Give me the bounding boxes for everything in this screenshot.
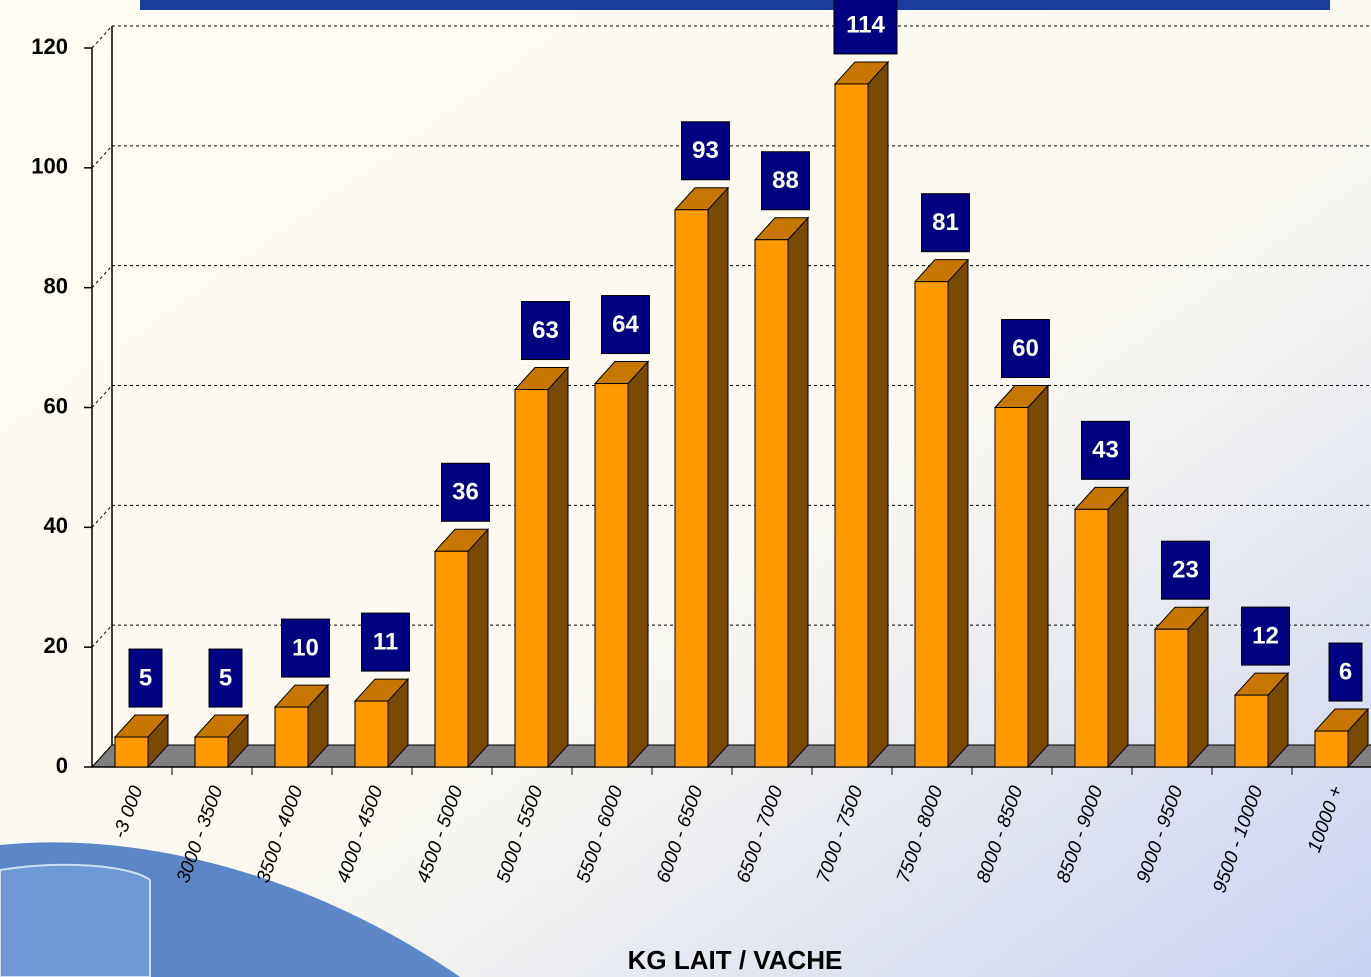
bar <box>1154 628 1189 768</box>
bar <box>1314 730 1349 768</box>
value-label: 5 <box>139 664 152 691</box>
y-tick-label: 40 <box>44 513 68 538</box>
value-label: 12 <box>1252 622 1279 649</box>
value-label: 23 <box>1172 557 1199 584</box>
value-label: 43 <box>1092 437 1119 464</box>
y-tick-label: 120 <box>31 34 68 59</box>
bar <box>1074 508 1109 768</box>
bar-side <box>1027 384 1049 769</box>
value-label-box <box>1328 642 1363 702</box>
value-label-box <box>601 295 650 355</box>
grid-line <box>91 145 113 169</box>
value-label-box <box>281 618 330 678</box>
value-label: 114 <box>846 11 885 38</box>
bar-side <box>1187 605 1209 769</box>
bar-side <box>627 360 649 769</box>
header-bar <box>140 0 1330 10</box>
bar <box>274 706 309 768</box>
value-label: 93 <box>692 137 719 164</box>
bar <box>754 239 789 768</box>
x-axis-title: KG LAIT / VACHE <box>628 945 843 975</box>
y-tick-label: 0 <box>56 753 68 778</box>
bar <box>434 550 469 768</box>
value-label-box <box>1241 606 1290 666</box>
value-label-box <box>361 612 410 672</box>
value-label-box <box>128 648 163 708</box>
value-label-box <box>833 0 898 55</box>
value-label: 63 <box>532 317 559 344</box>
value-label: 10 <box>292 634 319 661</box>
grid-line <box>91 504 113 528</box>
bar <box>834 83 869 768</box>
value-label-box <box>1161 540 1210 600</box>
value-label-box <box>1001 319 1050 378</box>
bar <box>914 281 949 768</box>
bar <box>594 383 629 768</box>
bar-side <box>867 60 889 769</box>
bar <box>514 389 549 768</box>
value-label: 88 <box>772 167 799 194</box>
value-label: 60 <box>1012 335 1039 362</box>
bar <box>674 209 709 768</box>
value-label: 36 <box>452 479 479 506</box>
bar-side <box>707 186 729 769</box>
value-label-box <box>521 301 570 361</box>
value-label-box <box>921 193 970 253</box>
grid-line <box>91 265 113 289</box>
y-tick-label: 100 <box>31 154 68 179</box>
value-label-box <box>441 462 490 522</box>
value-label: 6 <box>1339 658 1352 685</box>
bar-side <box>1107 486 1129 769</box>
value-label: 11 <box>373 628 398 655</box>
y-tick-label: 20 <box>44 633 68 658</box>
value-label: 5 <box>219 664 232 691</box>
value-label-box <box>681 121 730 181</box>
grid-line <box>91 624 113 648</box>
grid-line <box>91 25 113 49</box>
bar <box>354 700 389 768</box>
value-label-box <box>1081 420 1130 480</box>
bar-side <box>787 216 809 769</box>
value-label-box <box>208 648 243 708</box>
decor-shape <box>0 863 151 977</box>
bar <box>994 407 1029 768</box>
bar <box>194 736 229 768</box>
value-label-box <box>761 151 810 211</box>
value-label: 64 <box>612 311 639 338</box>
y-tick-label: 60 <box>44 393 68 418</box>
bar <box>114 736 149 768</box>
bar-side <box>947 258 969 769</box>
bar-side <box>467 528 489 769</box>
grid-line <box>91 385 113 408</box>
bar-side <box>547 366 569 769</box>
value-label: 81 <box>932 209 959 236</box>
y-tick-label: 80 <box>44 273 68 298</box>
grid-line <box>91 744 113 768</box>
bar <box>1234 694 1269 768</box>
